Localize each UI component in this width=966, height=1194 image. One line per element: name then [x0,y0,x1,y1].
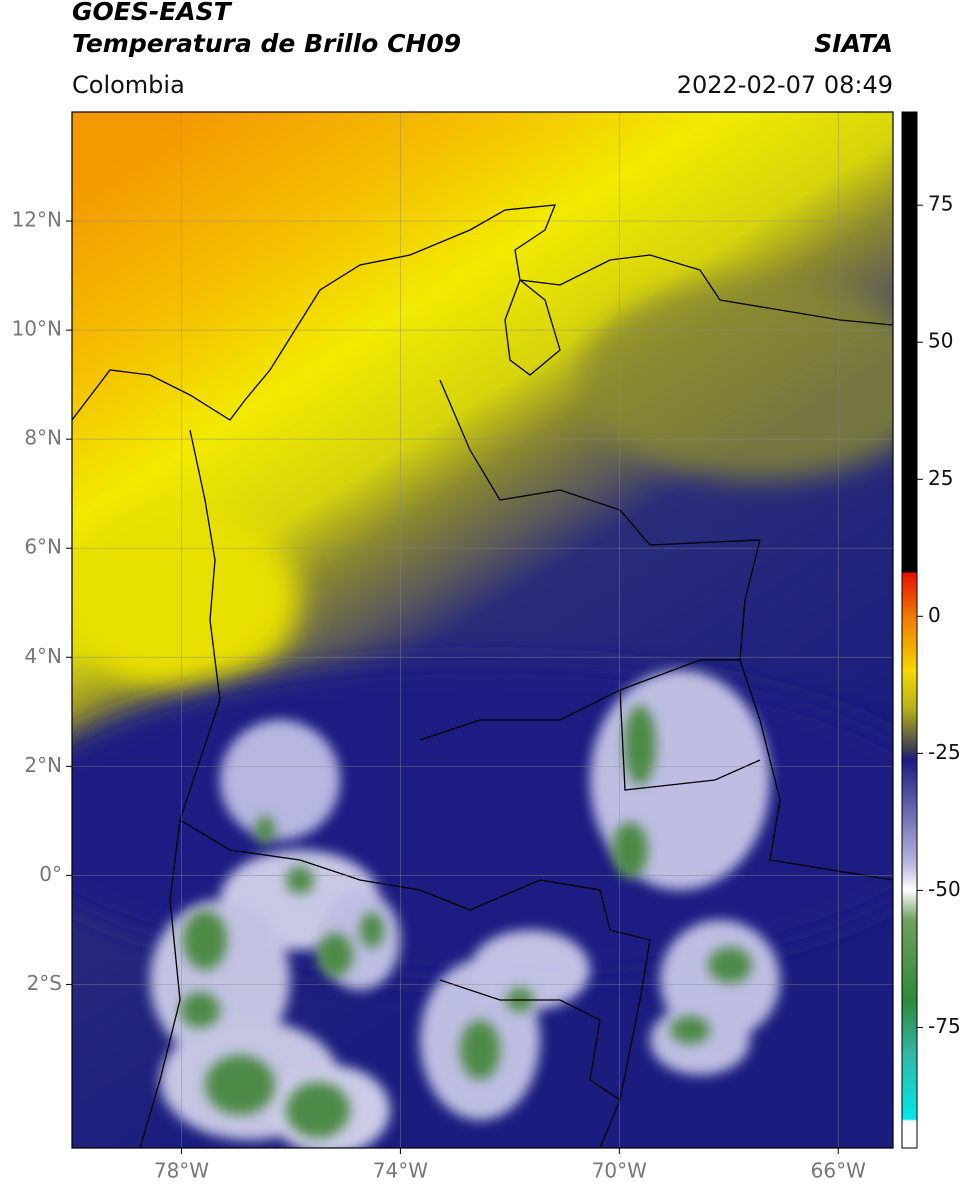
colorbar-tick-label: 0 [928,603,941,627]
map-frame [71,111,894,1149]
colorbar-tick-label: 50 [928,329,953,353]
colorbar [901,111,918,1149]
x-tick-label: 66°W [811,1159,866,1183]
colorbar-tick-label: -25 [928,740,961,764]
y-tick-label: 12°N [12,208,62,232]
colorbar-tick-label: -75 [928,1014,961,1038]
x-tick-label: 78°W [154,1159,209,1183]
colorbar-tick-label: 25 [928,466,953,490]
subtitle: Temperatura de Brillo CH09 [72,29,461,58]
y-tick-label: 0° [39,862,62,886]
x-tick-label: 74°W [373,1159,428,1183]
x-tick-label: 70°W [592,1159,647,1183]
colorbar-tick-label: -50 [928,877,961,901]
y-tick-label: 2°S [27,971,62,995]
colorbar-tick-label: 75 [928,192,953,216]
title: GOES-EAST [72,0,233,26]
y-tick-label: 4°N [24,644,62,668]
y-tick-label: 8°N [24,426,62,450]
y-tick-label: 6°N [24,535,62,559]
y-tick-label: 2°N [24,753,62,777]
datetime: 2022-02-07 08:49 [677,71,893,99]
satellite-image [72,112,893,1148]
region: Colombia [72,71,185,99]
y-tick-label: 10°N [12,317,62,341]
source: SIATA [814,29,893,58]
